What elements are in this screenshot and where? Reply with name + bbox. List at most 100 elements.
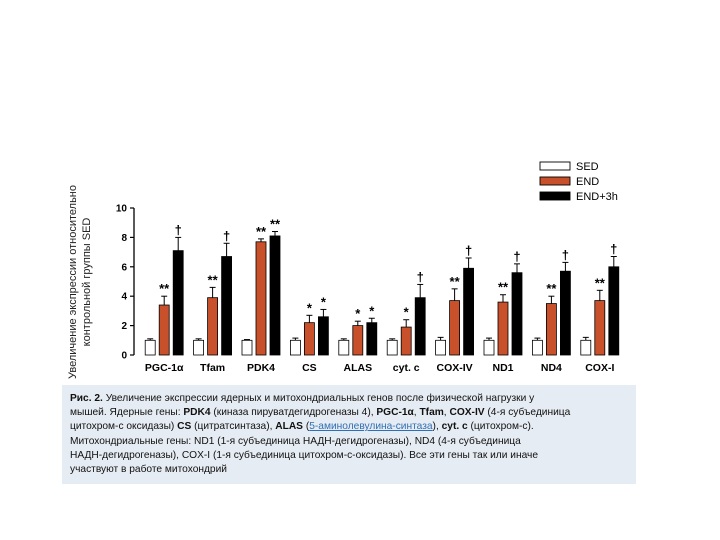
y-tick-label: 6 — [121, 262, 127, 273]
bar-sed — [531, 339, 543, 356]
caption-text: (4-я субъединица — [484, 407, 571, 419]
significance-marker: ** — [498, 280, 509, 295]
bar-sed — [435, 339, 447, 356]
bar-end — [400, 326, 412, 356]
significance-marker: ** — [595, 275, 606, 290]
significance-marker: † — [175, 222, 182, 237]
bar-sed — [580, 339, 592, 356]
x-tick-label: COX-I — [585, 362, 614, 374]
bar-sed — [483, 339, 495, 356]
bar-end-3h — [317, 316, 329, 356]
bar-end-3h — [511, 272, 523, 356]
y-tick-label: 2 — [121, 321, 127, 332]
x-tick-label: Tfam — [200, 362, 225, 374]
significance-marker: * — [355, 306, 361, 321]
bar-end-3h — [608, 266, 620, 356]
caption-text: (цитратсинтаза), — [191, 421, 276, 433]
caption-link[interactable]: 5-аминолевулина-синтаза — [309, 421, 433, 433]
significance-marker: ** — [208, 272, 219, 287]
caption-bold-term: PDK4 — [183, 407, 211, 419]
significance-marker: * — [307, 300, 313, 315]
significance-marker: † — [610, 242, 617, 257]
caption-bold-term: ALAS — [275, 421, 303, 433]
caption-text: ( — [302, 421, 310, 433]
caption-line: НАДН-дегидрогеназы), COX-I (1-я субъедин… — [70, 449, 628, 463]
bar-end — [303, 322, 315, 356]
caption-bold-term: CS — [177, 421, 192, 433]
bar-end-3h — [172, 250, 184, 356]
y-tick-label: 4 — [121, 292, 127, 303]
significance-marker: ** — [270, 217, 281, 232]
legend-swatch — [539, 176, 571, 186]
caption-bold-term: COX-IV — [449, 407, 485, 419]
caption-text: ), — [432, 421, 442, 433]
y-axis-label: Увеличение экспрессии относительно — [67, 185, 79, 379]
significance-marker: * — [321, 294, 327, 309]
bar-end — [352, 325, 364, 356]
significance-marker: † — [223, 228, 230, 243]
bar-end-3h — [463, 267, 475, 356]
x-tick-label: ALAS — [344, 362, 373, 374]
caption-text: участвуют в работе митохондрий — [70, 464, 227, 476]
bar-end — [497, 301, 509, 356]
bar-sed — [241, 339, 253, 356]
caption-line: участвуют в работе митохондрий — [70, 463, 628, 477]
caption-line: мышей. Ядерные гены: PDK4 (киназа пирува… — [70, 406, 628, 420]
significance-marker: ** — [546, 281, 557, 296]
x-tick-label: ND1 — [492, 362, 513, 374]
bar-chart: 0 2 4 6 8 10 Увеличение экспрессии относительн… — [67, 161, 620, 379]
caption-text: цитохром-с оксидазы) — [70, 421, 178, 433]
bar-end-3h — [414, 297, 426, 356]
legend-label: END — [576, 176, 599, 188]
legend-label: END+3h — [576, 191, 618, 203]
bar-sed — [386, 339, 398, 356]
legend-label: SED — [576, 161, 599, 173]
caption-bold-term: PGC-1α — [376, 407, 414, 419]
caption-bold-term: Tfam — [419, 407, 444, 419]
bar-end — [545, 303, 557, 356]
bar-end-3h — [366, 322, 378, 356]
caption-text: (цитохром-с). — [467, 421, 534, 433]
y-tick-label: 0 — [121, 351, 127, 362]
x-tick-label: cyt. c — [393, 362, 420, 374]
caption-text: Увеличение экспрессии ядерных и митохонд… — [102, 393, 535, 404]
caption-text: , — [443, 407, 450, 419]
x-tick-label: PGC-1α — [145, 362, 184, 374]
bar-end — [255, 241, 267, 356]
figure-caption: Рис. 2. Увеличение экспрессии ядерных и … — [62, 385, 636, 484]
bar-sed — [338, 339, 350, 356]
caption-line: Митохондриальные гены: ND1 (1-я субъедин… — [70, 435, 628, 449]
significance-marker: † — [417, 269, 424, 284]
caption-line: цитохром-с оксидазы) CS (цитратсинтаза),… — [70, 420, 628, 434]
x-tick-label: ND4 — [541, 362, 562, 374]
caption-text: Митохондриальные гены: ND1 (1-я субъедин… — [70, 435, 521, 447]
bar-sed — [289, 339, 301, 356]
bar-end — [449, 300, 461, 356]
bar-end-3h — [269, 235, 281, 356]
bar-end — [158, 304, 170, 356]
significance-marker: † — [513, 249, 520, 264]
significance-marker: * — [369, 303, 375, 318]
legend-swatch — [539, 161, 571, 171]
caption-line: Рис. 2. Увеличение экспрессии ядерных и … — [70, 392, 628, 406]
x-tick-label: CS — [302, 362, 317, 374]
bar-sed — [193, 339, 205, 356]
caption-text: НАДН-дегидрогеназы), COX-I (1-я субъедин… — [70, 449, 539, 461]
significance-marker: † — [465, 243, 472, 258]
bar-end-3h — [559, 270, 571, 356]
significance-marker: * — [404, 305, 410, 320]
x-tick-label: COX-IV — [437, 362, 473, 374]
significance-marker: ** — [450, 274, 461, 289]
caption-bold-term: Рис. 2. — [70, 393, 103, 404]
caption-text: (киназа пируватдегидрогеназы 4), — [210, 407, 377, 419]
bar-sed — [144, 339, 156, 356]
bar-end — [594, 300, 606, 356]
x-tick-label: PDK4 — [247, 362, 275, 374]
caption-bold-term: cyt. c — [441, 421, 468, 433]
significance-marker: ** — [256, 224, 267, 239]
y-tick-label: 8 — [121, 233, 127, 244]
caption-text: мышей. Ядерные гены: — [70, 407, 184, 419]
significance-marker: ** — [159, 281, 170, 296]
significance-marker: † — [562, 247, 569, 262]
bar-end-3h — [221, 256, 233, 356]
